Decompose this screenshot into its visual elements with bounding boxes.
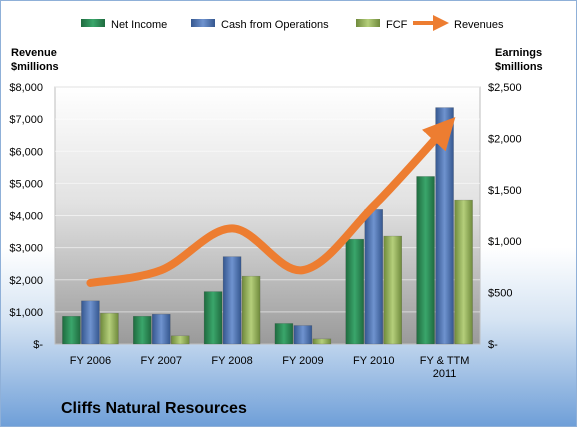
x-tick-label: FY 2006 bbox=[70, 355, 111, 367]
y-left-tick-label: $- bbox=[33, 339, 43, 351]
bar-cash-from-operations bbox=[293, 325, 313, 345]
y-left-title-line-1: Revenue bbox=[11, 47, 57, 59]
y-right-tick-label: $- bbox=[488, 339, 498, 351]
x-tick-label: FY 2009 bbox=[282, 355, 323, 367]
bar-net-income bbox=[416, 176, 435, 345]
y-left-tick-label: $4,000 bbox=[9, 211, 43, 223]
y-right-tick-label: $2,000 bbox=[488, 133, 522, 145]
gridlines bbox=[55, 86, 480, 313]
bar-fcf bbox=[241, 275, 261, 345]
y-left-tick-label: $7,000 bbox=[9, 114, 43, 126]
y-left-tick-label: $6,000 bbox=[9, 146, 43, 158]
x-tick-label: FY 2007 bbox=[141, 355, 182, 367]
x-tick-label: FY & TTM bbox=[420, 355, 470, 367]
legend-label-revenues: Revenues bbox=[454, 19, 504, 31]
bars bbox=[62, 107, 473, 345]
revenue-line-path bbox=[86, 116, 456, 287]
bar-cash-from-operations bbox=[435, 107, 454, 345]
y-left-title-line-2: $millions bbox=[11, 61, 59, 73]
bar-cash-from-operations bbox=[152, 313, 171, 345]
x-tick-label: FY 2010 bbox=[353, 355, 394, 367]
bar-fcf bbox=[100, 312, 119, 345]
y-right-tick-label: $1,500 bbox=[488, 185, 522, 197]
bar-cash-from-operations bbox=[364, 209, 383, 345]
legend-swatch-cash-from-operations bbox=[191, 19, 215, 27]
x-tick-label: FY 2008 bbox=[211, 355, 252, 367]
y-right-tick-label: $2,500 bbox=[488, 82, 522, 94]
y-right-tick-label: $1,000 bbox=[488, 236, 522, 248]
bar-fcf bbox=[383, 235, 402, 345]
chart-title: Cliffs Natural Resources bbox=[61, 400, 247, 417]
y-right-title-line-2: $millions bbox=[495, 61, 543, 73]
legend-swatch-fcf bbox=[356, 19, 380, 27]
legend: Net Income Cash from Operations FCF Reve… bbox=[81, 15, 504, 31]
bar-net-income bbox=[345, 238, 364, 345]
bar-net-income bbox=[203, 291, 223, 345]
y-right-tick-label: $500 bbox=[488, 288, 512, 300]
legend-label-net-income: Net Income bbox=[111, 19, 167, 31]
x-ticks: FY 2006 FY 2007 FY 2008 FY 2009 FY 2010 FY & … bbox=[70, 355, 470, 380]
y-left-tick-label: $8,000 bbox=[9, 82, 43, 94]
bar-cash-from-operations bbox=[81, 300, 100, 345]
bar-fcf bbox=[454, 199, 473, 345]
y-left-tick-label: $1,000 bbox=[9, 307, 43, 319]
y-right-title-line-1: Earnings bbox=[495, 47, 542, 59]
bar-net-income bbox=[133, 315, 152, 345]
y-left-tick-label: $2,000 bbox=[9, 275, 43, 287]
y-right-ticks: $- $500 $1,000 $1,500 $2,000 $2,500 bbox=[488, 82, 522, 351]
y-left-tick-label: $5,000 bbox=[9, 178, 43, 190]
legend-label-cash-from-operations: Cash from Operations bbox=[221, 19, 329, 31]
legend-swatch-net-income bbox=[81, 19, 105, 27]
x-tick-label: 2011 bbox=[433, 368, 457, 380]
bar-net-income bbox=[62, 315, 81, 345]
bar-net-income bbox=[274, 323, 294, 345]
bar-fcf bbox=[171, 335, 190, 345]
y-left-ticks: $- $1,000 $2,000 $3,000 $4,000 $5,000 $6,000 $7… bbox=[9, 82, 43, 351]
revenue-line bbox=[86, 116, 456, 287]
y-left-tick-label: $3,000 bbox=[9, 243, 43, 255]
bar-fcf bbox=[312, 338, 332, 345]
bar-cash-from-operations bbox=[222, 256, 242, 345]
legend-label-fcf: FCF bbox=[386, 19, 408, 31]
